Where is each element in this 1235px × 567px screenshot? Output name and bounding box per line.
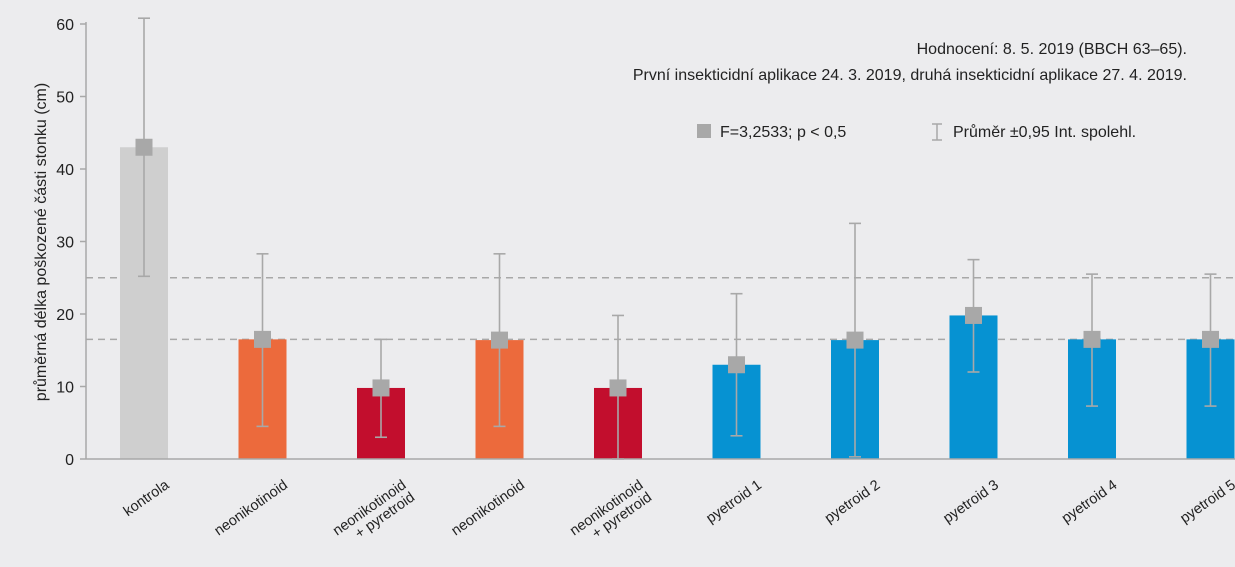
x-category-label: neonikotinoid+ pyretroid bbox=[567, 477, 655, 551]
y-tick-label: 20 bbox=[56, 307, 74, 324]
y-axis-label: průměrná délka poškozené části stonku (c… bbox=[32, 83, 50, 401]
x-category-label: neonikotinoid bbox=[212, 477, 291, 539]
mean-marker bbox=[846, 331, 864, 349]
y-tick-label: 40 bbox=[56, 162, 74, 179]
legend-label-ci: Průměr ±0,95 Int. spolehl. bbox=[953, 123, 1136, 141]
mean-marker bbox=[965, 306, 982, 324]
y-tick-label: 10 bbox=[56, 380, 74, 397]
legend: F=3,2533; p < 0,5 Průměr ±0,95 Int. spol… bbox=[697, 123, 1136, 141]
mean-marker bbox=[491, 331, 508, 349]
x-category-label: pyetroid 4 bbox=[1059, 477, 1120, 527]
mean-marker bbox=[609, 379, 627, 397]
y-tick-label: 30 bbox=[56, 235, 74, 252]
mean-marker bbox=[254, 330, 271, 348]
x-category-label: neonikotinoid bbox=[449, 477, 528, 539]
annotation-application-dates: První insekticidní aplikace 24. 3. 2019,… bbox=[633, 67, 1187, 84]
mean-marker bbox=[728, 356, 745, 374]
x-category-label: pyetroid 5 bbox=[1177, 477, 1235, 527]
legend-errorbar-marker bbox=[932, 123, 942, 141]
x-category-label: pyetroid 1 bbox=[703, 477, 764, 527]
x-category-label: neonikotinoid+ pyretroid bbox=[330, 477, 418, 551]
x-category-label: kontrola bbox=[121, 477, 173, 520]
y-tick-label: 50 bbox=[56, 90, 74, 107]
y-tick-label: 0 bbox=[65, 452, 74, 469]
x-category-label: pyetroid 2 bbox=[822, 477, 883, 527]
mean-marker bbox=[135, 138, 153, 156]
mean-marker bbox=[372, 379, 390, 397]
annotation-evaluation-date: Hodnocení: 8. 5. 2019 (BBCH 63–65). bbox=[917, 41, 1187, 58]
mean-marker bbox=[1083, 330, 1101, 348]
legend-square-marker bbox=[697, 124, 711, 138]
x-category-label: pyetroid 3 bbox=[940, 477, 1001, 527]
y-tick-label: 60 bbox=[56, 17, 74, 34]
mean-marker bbox=[1202, 330, 1219, 348]
legend-label-stat: F=3,2533; p < 0,5 bbox=[720, 124, 846, 141]
